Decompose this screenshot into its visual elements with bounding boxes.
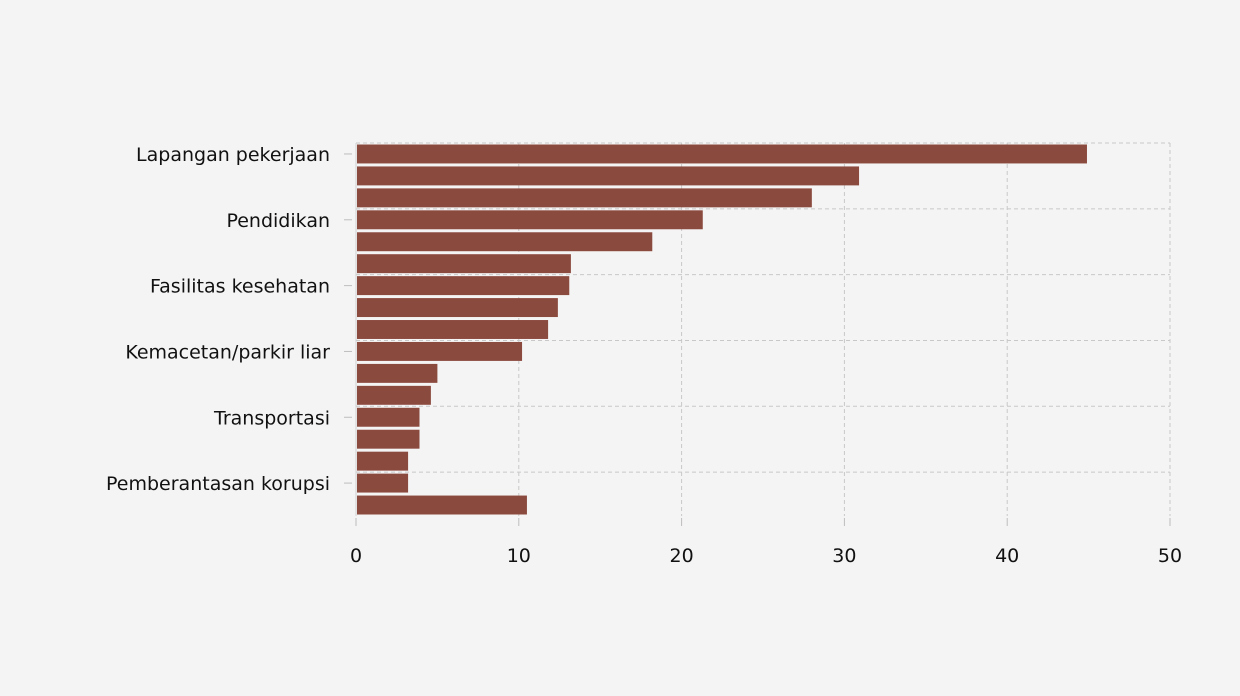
bar[interactable] xyxy=(357,188,812,208)
bar[interactable] xyxy=(357,232,653,252)
bar[interactable] xyxy=(357,254,571,274)
x-tick-label: 40 xyxy=(995,545,1019,567)
bar[interactable] xyxy=(357,407,420,427)
bar[interactable] xyxy=(357,210,703,230)
y-tick-label: Kemacetan/parkir liar xyxy=(125,341,330,363)
bar[interactable] xyxy=(357,473,409,493)
bar[interactable] xyxy=(357,166,860,186)
x-tick-label: 30 xyxy=(832,545,856,567)
bar[interactable] xyxy=(357,144,1087,164)
bar[interactable] xyxy=(357,363,438,383)
y-tick-label: Pemberantasan korupsi xyxy=(106,473,330,495)
y-tick-label: Transportasi xyxy=(213,407,330,429)
bar[interactable] xyxy=(357,495,527,515)
bar[interactable] xyxy=(357,385,431,405)
x-tick-label: 0 xyxy=(350,545,362,567)
x-tick-label: 50 xyxy=(1158,545,1182,567)
bar[interactable] xyxy=(357,298,558,318)
bar[interactable] xyxy=(357,341,523,361)
x-tick-label: 10 xyxy=(507,545,531,567)
bar[interactable] xyxy=(357,320,549,339)
bar[interactable] xyxy=(357,429,420,449)
x-tick-label: 20 xyxy=(670,545,694,567)
y-tick-label: Pendidikan xyxy=(226,210,330,232)
bar[interactable] xyxy=(357,276,570,296)
y-tick-label: Lapangan pekerjaan xyxy=(136,144,330,166)
bar[interactable] xyxy=(357,451,409,471)
y-tick-label: Fasilitas kesehatan xyxy=(150,276,330,298)
